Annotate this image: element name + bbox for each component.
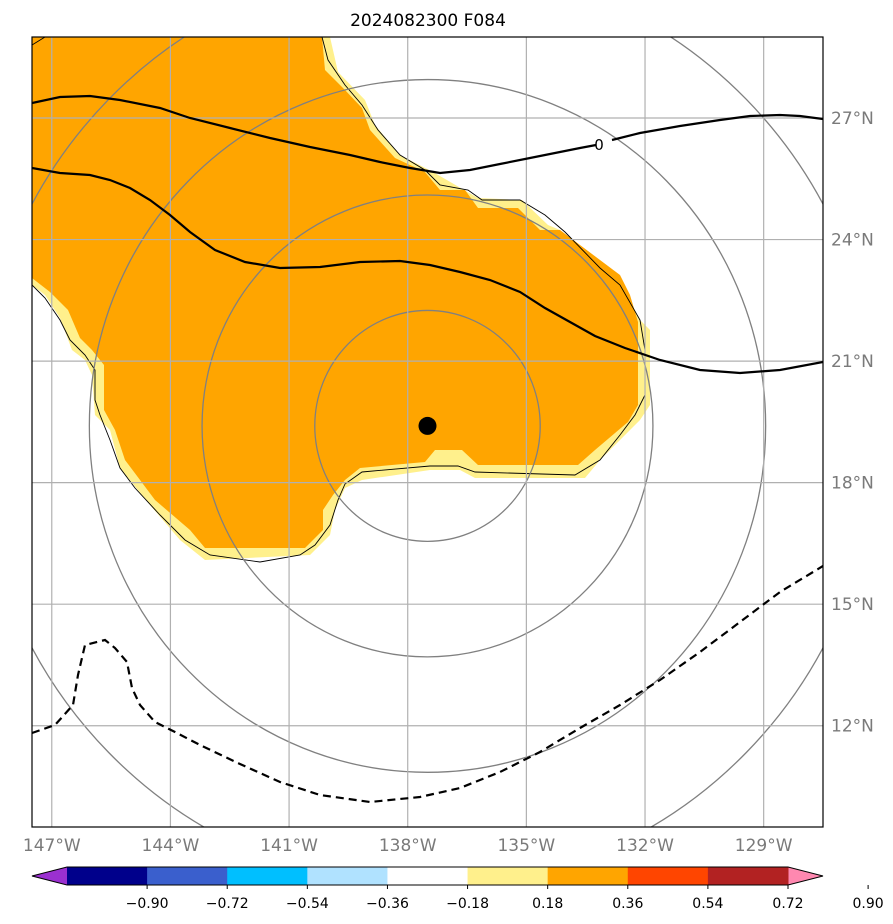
lat-tick-label-5: 27°N — [831, 109, 874, 129]
lon-tick-label-3: 138°W — [379, 836, 437, 856]
colorbar-tick-label-7: 0.54 — [692, 896, 723, 912]
lon-tick-label-4: 135°W — [497, 836, 555, 856]
dashed-contour-line — [32, 565, 823, 804]
map-title: 2024082300 F084 — [350, 11, 506, 31]
range-ring-3 — [88, 78, 767, 773]
lat-tick-label-2: 18°N — [831, 474, 874, 494]
colorbar-outline — [31, 866, 824, 886]
colorbar-extend-high — [788, 867, 823, 885]
lon-tick-label-0: 147°W — [23, 836, 81, 856]
colorbar-tick-label-1: −0.72 — [206, 896, 249, 912]
contour-line-upper — [32, 94, 823, 175]
colorbar-segment-3 — [307, 867, 388, 885]
lon-tick-label-6: 129°W — [735, 836, 793, 856]
colorbar-segment-1 — [147, 867, 228, 885]
lat-tick-label-0: 12°N — [831, 717, 874, 737]
colorbar-tick-label-2: −0.54 — [286, 896, 329, 912]
longitude-tick-labels: 147°W 144°W 141°W 138°W 135°W 132°W 129°W — [23, 836, 793, 856]
lon-tick-label-1: 144°W — [142, 836, 200, 856]
storm-center-marker — [418, 416, 437, 435]
colorbar-tick-label-4: −0.18 — [446, 896, 489, 912]
colorbar-segment-6 — [547, 867, 629, 885]
contour-label: 0 — [594, 136, 604, 154]
range-ring-2 — [201, 194, 654, 658]
lat-tick-label-3: 21°N — [831, 352, 874, 372]
colorbar-tick-label-5: 0.18 — [532, 896, 563, 912]
colorbar-tick-label-6: 0.36 — [612, 896, 643, 912]
contour-line-lower — [32, 166, 823, 375]
colorbar: −0.90 −0.72 −0.54 −0.36 −0.18 0.18 0.36 0.54 0.7… — [31, 866, 884, 912]
colorbar-tick-label-9: 0.90 — [853, 896, 884, 912]
lon-tick-label-2: 141°W — [260, 836, 318, 856]
range-ring-1 — [314, 309, 541, 543]
colorbar-segment-5 — [467, 867, 549, 885]
colorbar-tick-label-8: 0.72 — [772, 896, 803, 912]
fill-region-outline — [32, 37, 646, 563]
plot-area: 0 — [32, 37, 823, 827]
colorbar-extend-low — [32, 867, 67, 885]
lat-tick-label-4: 24°N — [831, 231, 874, 251]
grid-lines — [32, 37, 823, 827]
latitude-tick-labels: 12°N 15°N 18°N 21°N 24°N 27°N — [831, 109, 874, 737]
orange-fill-region — [32, 37, 638, 548]
colorbar-segment-7 — [627, 867, 709, 885]
colorbar-segment-0 — [67, 867, 148, 885]
lat-tick-label-1: 15°N — [831, 595, 874, 615]
colorbar-tick-label-3: −0.36 — [366, 896, 409, 912]
range-rings — [32, 37, 823, 827]
colorbar-segment-4 — [387, 867, 469, 885]
colorbar-tick-label-0: −0.90 — [126, 896, 169, 912]
plot-frame — [31, 36, 824, 828]
colorbar-segment-8 — [707, 867, 789, 885]
colorbar-segment-2 — [227, 867, 308, 885]
lon-tick-label-5: 132°W — [616, 836, 674, 856]
